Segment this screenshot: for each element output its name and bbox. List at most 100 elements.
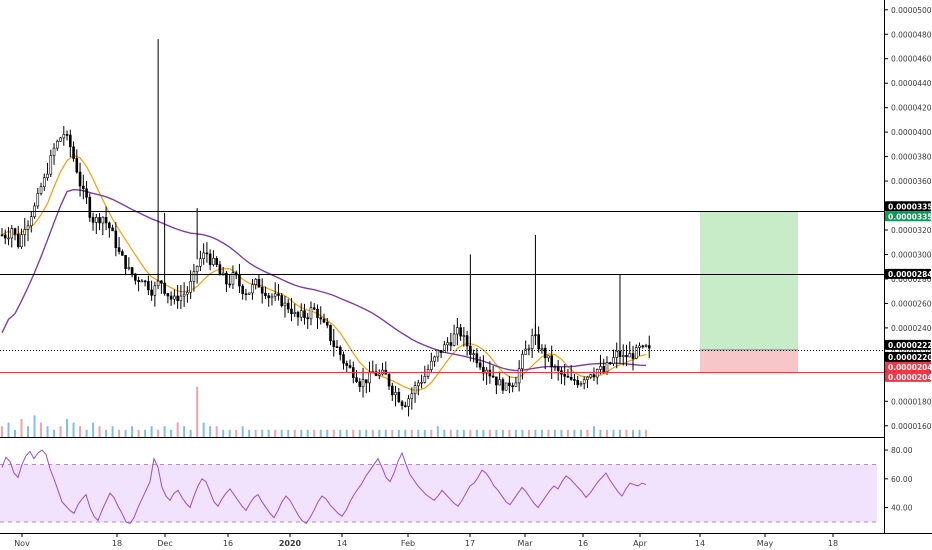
candle-body: [612, 357, 615, 364]
candle-body: [449, 342, 453, 346]
candle-body: [589, 374, 593, 378]
candle-body: [621, 355, 625, 357]
candle-body: [543, 347, 547, 359]
candle-body: [13, 228, 17, 235]
candle-body: [3, 234, 7, 239]
candle-body: [114, 230, 118, 248]
candle-body: [329, 324, 332, 342]
long-position-tool[interactable]: [700, 211, 798, 372]
candle-body: [586, 376, 589, 380]
volume-bar: [254, 429, 257, 437]
volume-bar: [345, 429, 348, 437]
candle-body: [166, 293, 170, 297]
candle-body: [202, 252, 205, 260]
candle-body: [293, 312, 297, 315]
volume-bar: [215, 426, 218, 437]
candle-body: [553, 366, 557, 369]
candle-body: [631, 353, 635, 359]
volume-bar: [59, 426, 62, 437]
candle-body: [283, 302, 287, 307]
time-tick-label: 18: [828, 539, 838, 548]
volume-bar: [527, 429, 530, 437]
time-tick-label: Nov: [14, 539, 30, 548]
candle-body: [108, 222, 111, 229]
candle-body: [361, 379, 365, 388]
volume-bar: [384, 429, 387, 437]
candle-body: [29, 216, 33, 227]
volume-bar: [183, 426, 186, 437]
candle-body: [348, 365, 352, 368]
volume-bar: [579, 429, 582, 437]
candle-body: [306, 317, 310, 320]
candle-body: [238, 274, 241, 287]
volume-bar: [456, 429, 459, 437]
candle-body: [186, 291, 189, 295]
candle-body: [325, 321, 329, 326]
candle-body: [521, 354, 524, 370]
volume-bar: [85, 429, 88, 437]
volume-bar: [410, 429, 413, 437]
candle-body: [563, 373, 566, 377]
volume-bar: [488, 429, 491, 437]
candle-body: [91, 217, 95, 223]
volume-bar: [534, 429, 537, 437]
rsi-line: [1, 449, 647, 525]
volume-bar: [222, 429, 225, 437]
stop-zone[interactable]: [700, 349, 798, 372]
time-tick-label: Dec: [157, 539, 172, 548]
candle-body: [647, 345, 651, 349]
volume-bar: [566, 429, 569, 437]
candle-body: [540, 347, 544, 350]
candle-body: [404, 405, 407, 407]
candle-body: [46, 173, 49, 179]
candle-body: [95, 217, 98, 223]
volume-bar: [514, 429, 517, 437]
candle-body: [641, 345, 645, 348]
candle-body: [280, 295, 284, 307]
candle-body: [156, 280, 160, 287]
price-tag: [885, 211, 931, 222]
horizontal-levels[interactable]: [0, 211, 884, 373]
volume-bar: [352, 429, 355, 437]
price-tick-label: 0.00002400: [891, 324, 932, 333]
candle-body: [143, 280, 147, 283]
candle-body: [277, 293, 280, 296]
price-tick-label: 0.00003600: [891, 177, 932, 186]
candle-body: [482, 366, 485, 374]
volume-bar: [605, 429, 608, 437]
time-tick-label: May: [757, 539, 774, 548]
candle-body: [550, 355, 553, 368]
volume-bar: [124, 429, 127, 437]
volume-bar: [553, 429, 556, 437]
candle-body: [39, 186, 43, 194]
candle-body: [478, 362, 482, 368]
volume-bar: [631, 429, 634, 437]
volume-bar: [326, 429, 329, 437]
candle-body: [374, 371, 378, 376]
rsi-pane: [0, 449, 877, 525]
price-tick-label: 0.00002800: [891, 275, 932, 284]
rsi-band: [0, 464, 877, 522]
candle-body: [537, 334, 540, 350]
target-zone[interactable]: [700, 211, 798, 350]
candle-body: [501, 379, 505, 391]
candle-body: [173, 295, 176, 300]
candle-body: [78, 171, 82, 187]
candlesticks: [0, 39, 651, 417]
candle-body: [592, 374, 596, 378]
candle-body: [368, 371, 371, 384]
volume-bar: [261, 429, 264, 437]
candle-body: [140, 280, 144, 283]
candle-body: [423, 376, 427, 383]
volume-bar: [98, 426, 101, 437]
volume-bar: [7, 422, 10, 437]
price-tick-label: 0.00002600: [891, 299, 932, 308]
price-tick-label: 0.00003000: [891, 250, 932, 259]
candle-body: [400, 401, 404, 406]
candle-body: [82, 185, 85, 190]
candle-body: [465, 335, 469, 347]
candle-body: [345, 362, 349, 366]
